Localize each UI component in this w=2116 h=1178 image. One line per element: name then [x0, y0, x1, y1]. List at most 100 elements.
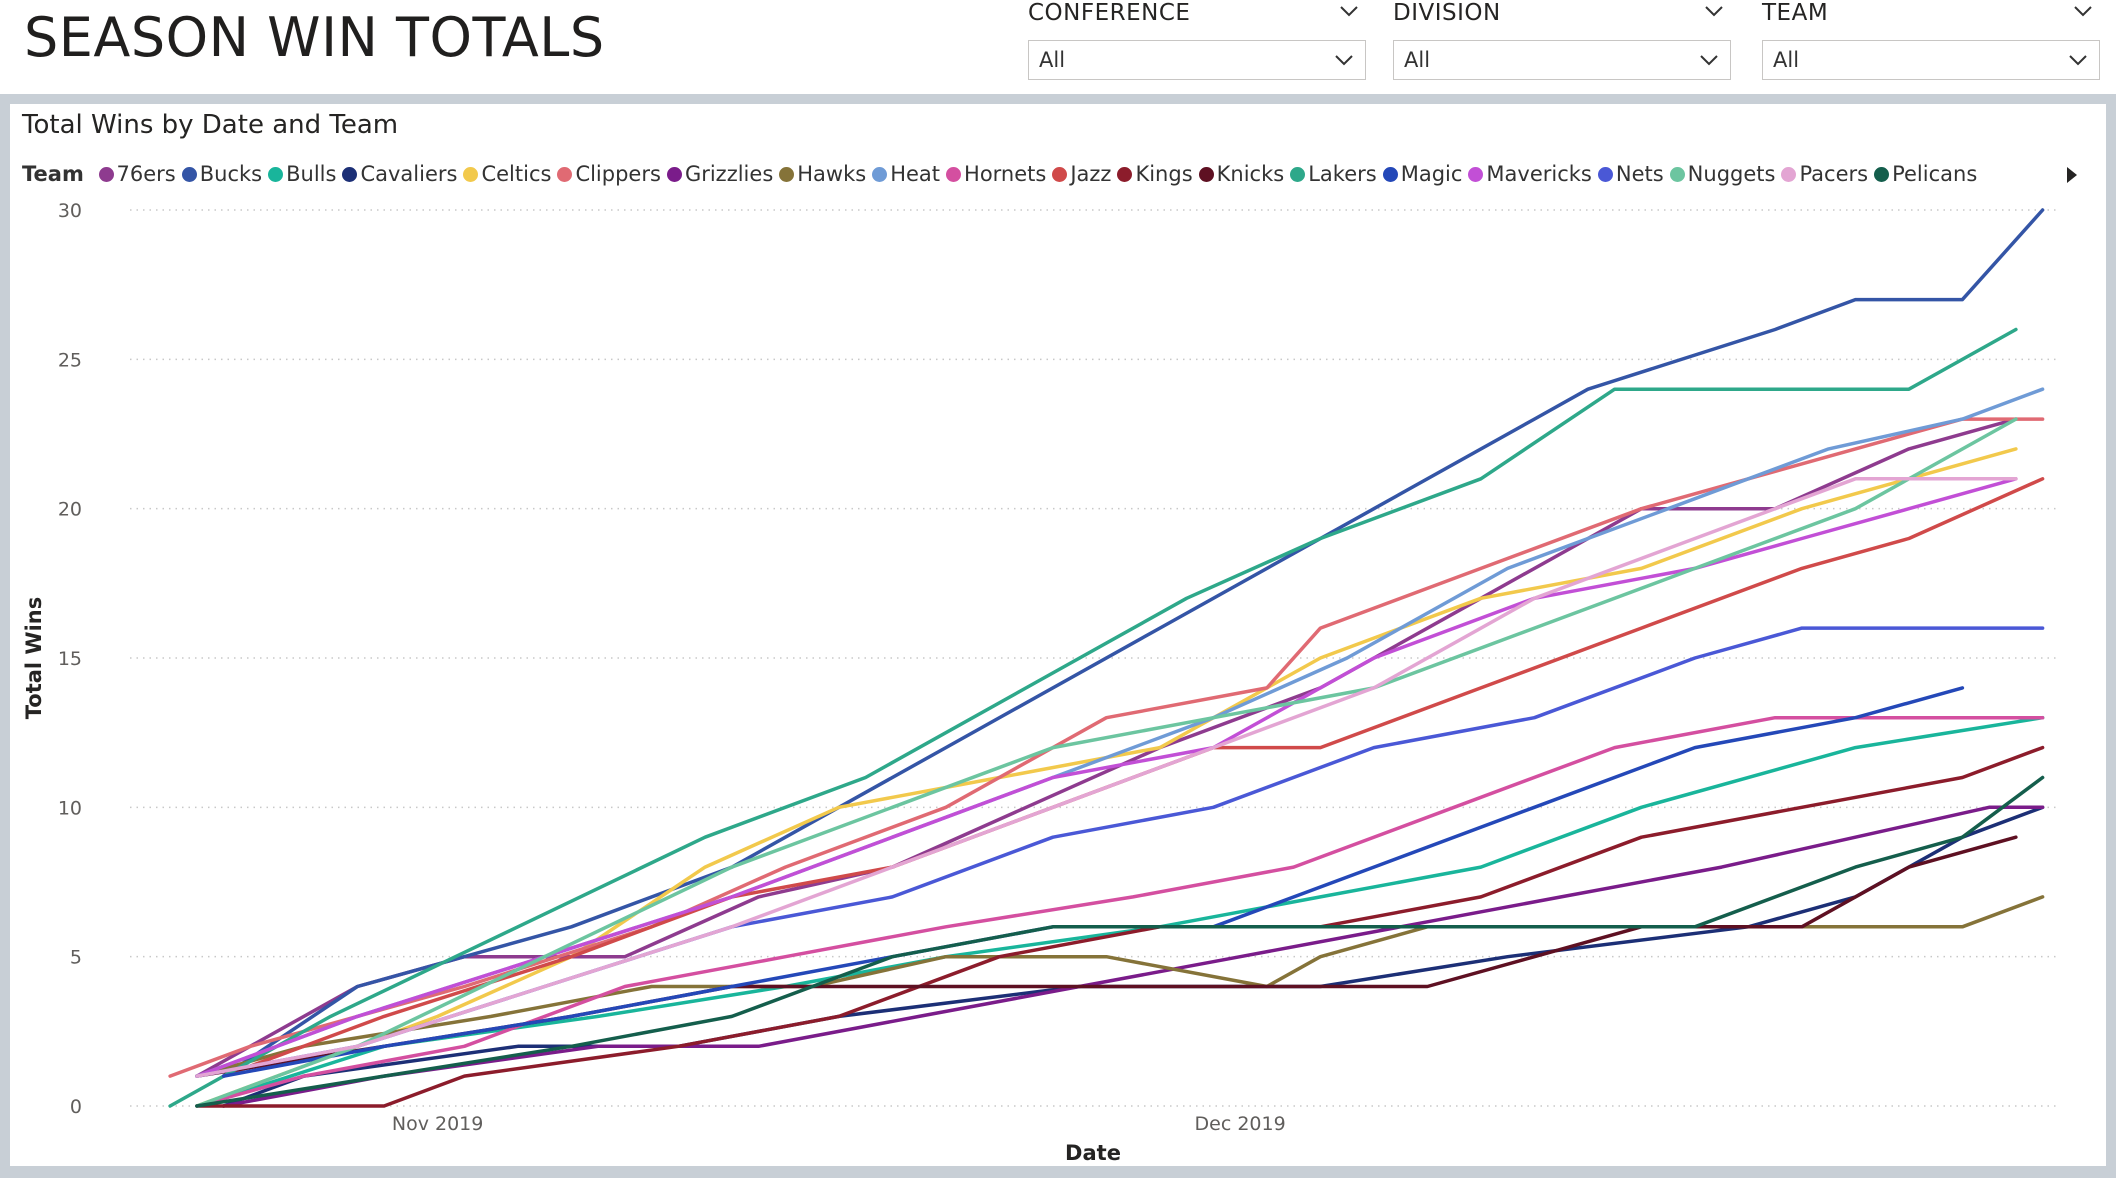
legend-label: Grizzlies: [684, 162, 774, 186]
series-line-celtics[interactable]: [195, 447, 2018, 1108]
legend-label: Clippers: [575, 162, 661, 186]
legend-marker: [181, 167, 197, 182]
division-dropdown[interactable]: All: [1393, 40, 1731, 80]
visual-title: Total Wins by Date and Team: [22, 110, 399, 140]
legend-label: Pacers: [1799, 162, 1869, 186]
legend-item-kings[interactable]: Kings: [1117, 162, 1193, 186]
series-line-pacers[interactable]: [195, 477, 2018, 1078]
chevron-down-icon[interactable]: [2067, 49, 2089, 71]
legend-item-magic[interactable]: Magic: [1382, 162, 1462, 186]
series-line-pelicans[interactable]: [195, 775, 2045, 1108]
series-line-hornets[interactable]: [195, 715, 2045, 1108]
chevron-down-icon[interactable]: [1338, 0, 1360, 22]
y-tick-label: 10: [58, 797, 82, 819]
legend-marker: [1198, 167, 1214, 182]
legend-label: Pelicans: [1892, 162, 1978, 186]
y-tick-label: 30: [58, 200, 82, 222]
conference-slicer-header[interactable]: CONFERENCE: [1028, 0, 1366, 26]
legend-marker: [1597, 167, 1613, 182]
legend-item-bucks[interactable]: Bucks: [181, 162, 263, 186]
legend-marker: [1382, 167, 1398, 182]
y-tick-label: 5: [70, 947, 82, 969]
team-slicer[interactable]: TEAM All: [1762, 0, 2100, 82]
series-line-bulls[interactable]: [195, 715, 2045, 1108]
legend-label: Heat: [890, 162, 941, 186]
legend-item-76ers[interactable]: 76ers: [98, 162, 176, 186]
chart-legend[interactable]: Team 76ers Bucks Bulls Cavaliers Celtics Clip…: [22, 162, 2082, 192]
legend-item-mavericks[interactable]: Mavericks: [1468, 162, 1592, 186]
legend-item-hornets[interactable]: Hornets: [946, 162, 1046, 186]
legend-marker: [268, 167, 284, 182]
team-dropdown[interactable]: All: [1762, 40, 2100, 80]
legend-label: Jazz: [1070, 162, 1112, 186]
legend-item-heat[interactable]: Heat: [872, 162, 940, 186]
series-line-grizzlies[interactable]: [221, 805, 2045, 1108]
legend-marker: [666, 167, 682, 182]
legend-marker: [463, 167, 479, 182]
series-line-lakers[interactable]: [168, 327, 2018, 1108]
chevron-down-icon[interactable]: [1698, 49, 1720, 71]
chevron-down-icon[interactable]: [2072, 0, 2094, 22]
legend-marker: [1669, 167, 1685, 182]
y-tick-label: 0: [70, 1096, 82, 1118]
legend-item-lakers[interactable]: Lakers: [1290, 162, 1377, 186]
line-chart-visual[interactable]: Total Wins by Date and Team Team 76ers Bu…: [10, 104, 2106, 1166]
y-axis-title: Total Wins: [22, 597, 46, 720]
series-line-bucks[interactable]: [221, 208, 2045, 1078]
legend-label: Mavericks: [1486, 162, 1592, 186]
legend-item-celtics[interactable]: Celtics: [463, 162, 551, 186]
legend-marker: [1052, 167, 1068, 182]
legend-marker: [557, 167, 573, 182]
legend-title: Team: [22, 162, 84, 186]
series-line-76ers[interactable]: [195, 417, 2018, 1078]
legend-next-arrow-icon[interactable]: [2064, 164, 2080, 186]
chevron-down-icon[interactable]: [1703, 0, 1725, 22]
conference-dropdown[interactable]: All: [1028, 40, 1366, 80]
legend-label: Kings: [1135, 162, 1193, 186]
division-slicer-header[interactable]: DIVISION: [1393, 0, 1731, 26]
conference-selected-value: All: [1039, 48, 1066, 72]
legend-label: Nuggets: [1687, 162, 1776, 186]
legend-marker: [1874, 167, 1890, 182]
legend-item-hawks[interactable]: Hawks: [779, 162, 866, 186]
x-axis-title: Date: [1065, 1141, 1121, 1165]
x-tick-label: Nov 2019: [392, 1113, 483, 1135]
y-tick-label: 25: [58, 349, 82, 371]
division-slicer[interactable]: DIVISION All: [1393, 0, 1731, 82]
legend-item-grizzlies[interactable]: Grizzlies: [666, 162, 774, 186]
legend-item-nets[interactable]: Nets: [1597, 162, 1664, 186]
conference-slicer[interactable]: CONFERENCE All: [1028, 0, 1366, 82]
legend-item-knicks[interactable]: Knicks: [1198, 162, 1285, 186]
legend-marker: [872, 167, 888, 182]
legend-item-clippers[interactable]: Clippers: [557, 162, 661, 186]
legend-marker: [1468, 167, 1484, 182]
legend-item-bulls[interactable]: Bulls: [268, 162, 336, 186]
series-line-nuggets[interactable]: [195, 417, 2018, 1108]
legend-item-pacers[interactable]: Pacers: [1781, 162, 1868, 186]
legend-label: Cavaliers: [360, 162, 458, 186]
team-selected-value: All: [1773, 48, 1800, 72]
y-tick-label: 15: [58, 648, 82, 670]
legend-item-jazz[interactable]: Jazz: [1052, 162, 1111, 186]
team-slicer-header[interactable]: TEAM: [1762, 0, 2100, 26]
legend-item-nuggets[interactable]: Nuggets: [1669, 162, 1776, 186]
legend-label: Celtics: [481, 162, 552, 186]
chevron-down-icon[interactable]: [1333, 49, 1355, 71]
legend-marker: [98, 167, 114, 182]
legend-item-pelicans[interactable]: Pelicans: [1874, 162, 1977, 186]
division-slicer-label: DIVISION: [1393, 0, 1501, 26]
legend-marker: [779, 167, 795, 182]
x-tick-label: Dec 2019: [1195, 1113, 1286, 1135]
division-selected-value: All: [1404, 48, 1431, 72]
legend-label: Lakers: [1308, 162, 1377, 186]
legend-label: Hawks: [797, 162, 867, 186]
legend-marker: [1781, 167, 1797, 182]
legend-label: Nets: [1615, 162, 1664, 186]
legend-label: Knicks: [1216, 162, 1285, 186]
conference-slicer-label: CONFERENCE: [1028, 0, 1191, 26]
legend-label: Bucks: [199, 162, 263, 186]
series-line-clippers[interactable]: [168, 417, 2045, 1078]
legend-item-cavaliers[interactable]: Cavaliers: [342, 162, 457, 186]
legend-marker: [1117, 167, 1133, 182]
